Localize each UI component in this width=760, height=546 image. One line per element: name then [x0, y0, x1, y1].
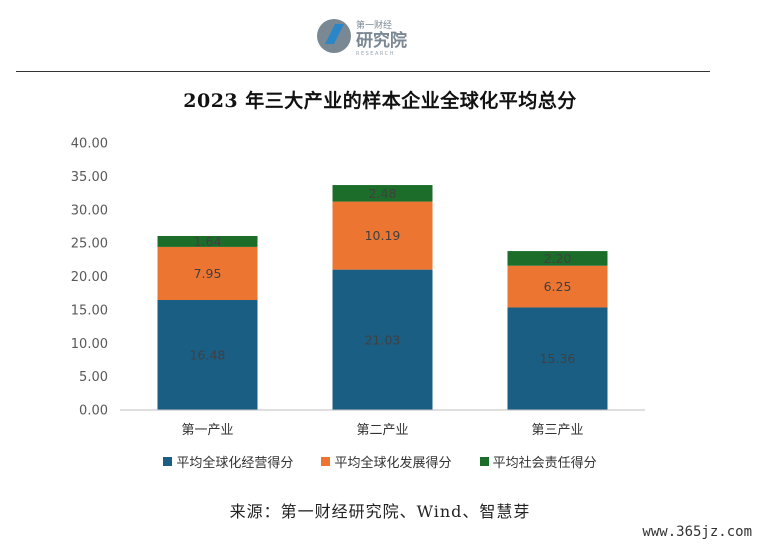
logo: 第一财经 研究院 RESEARCH [317, 19, 407, 57]
data-label: 10.19 [365, 228, 401, 243]
y-tick-label: 35.00 [71, 170, 108, 185]
bar-segment [507, 307, 608, 410]
x-category-label: 第一产业 [181, 423, 233, 438]
chart-title: 2023 年三大产业的样本企业全球化平均总分 [183, 90, 577, 112]
y-tick-label: 30.00 [71, 203, 108, 218]
legend-label-development: 平均全球化发展得分 [334, 456, 452, 471]
x-axis: 第一产业 第二产业 第三产业 [120, 409, 645, 438]
legend-item-operations: 平均全球化经营得分 [163, 452, 293, 471]
y-tick-label: 0.00 [79, 404, 108, 419]
legend-label-social-responsibility: 平均社会责任得分 [492, 456, 597, 471]
bar-segment [332, 201, 433, 270]
bars-group [157, 185, 608, 410]
data-label: 21.03 [365, 332, 401, 347]
data-label: 2.48 [369, 186, 397, 201]
y-tick-label: 40.00 [71, 137, 108, 152]
data-label: 2.20 [544, 251, 572, 266]
data-label: 15.36 [540, 351, 576, 366]
y-tick-label: 10.00 [71, 337, 108, 352]
bar-segment [507, 265, 608, 308]
legend-swatch-operations [163, 457, 173, 466]
bar-segment [157, 246, 258, 300]
bar-segment [157, 235, 258, 247]
y-tick-label: 20.00 [71, 270, 108, 285]
chart-legend: 平均全球化经营得分 平均全球化发展得分 平均社会责任得分 [0, 452, 760, 471]
legend-swatch-social-responsibility [479, 457, 489, 466]
y-axis: 0.00 5.00 10.00 15.00 20.00 25.00 30.00 35.00 40… [71, 137, 108, 419]
data-label: 7.95 [194, 266, 222, 281]
bar-segment [332, 269, 433, 410]
source-note: 来源：第一财经研究院、Wind、智慧芽 [229, 502, 531, 521]
bar-segment [157, 299, 258, 410]
legend-item-development: 平均全球化发展得分 [321, 452, 452, 471]
data-label: 16.48 [190, 347, 226, 362]
data-label: 6.25 [544, 279, 572, 294]
legend-swatch-development [321, 457, 331, 466]
stacked-bar-chart: 0.00 5.00 10.00 15.00 20.00 25.00 30.00 35.00 40… [71, 137, 645, 438]
data-label: 1.64 [194, 234, 222, 249]
header-divider [16, 71, 710, 72]
watermark: www.365jz.com [642, 524, 752, 540]
y-tick-label: 15.00 [71, 303, 108, 318]
legend-item-social-responsibility: 平均社会责任得分 [479, 452, 597, 471]
y-tick-label: 5.00 [79, 370, 108, 385]
logo-tag-text: RESEARCH [356, 51, 395, 57]
logo-slash-icon [325, 24, 344, 44]
data-labels-group: 16.48 7.95 1.64 21.03 10.19 2.48 15.36 6.25 2.20 [190, 186, 576, 366]
y-tick-label: 25.00 [71, 237, 108, 252]
legend-label-operations: 平均全球化经营得分 [176, 456, 294, 471]
bar-segment [332, 185, 433, 202]
logo-top-text: 第一财经 [356, 19, 392, 31]
bar-segment [507, 251, 608, 266]
x-category-label: 第三产业 [531, 423, 583, 438]
x-category-label: 第二产业 [356, 423, 408, 438]
logo-main-text: 研究院 [356, 30, 407, 51]
